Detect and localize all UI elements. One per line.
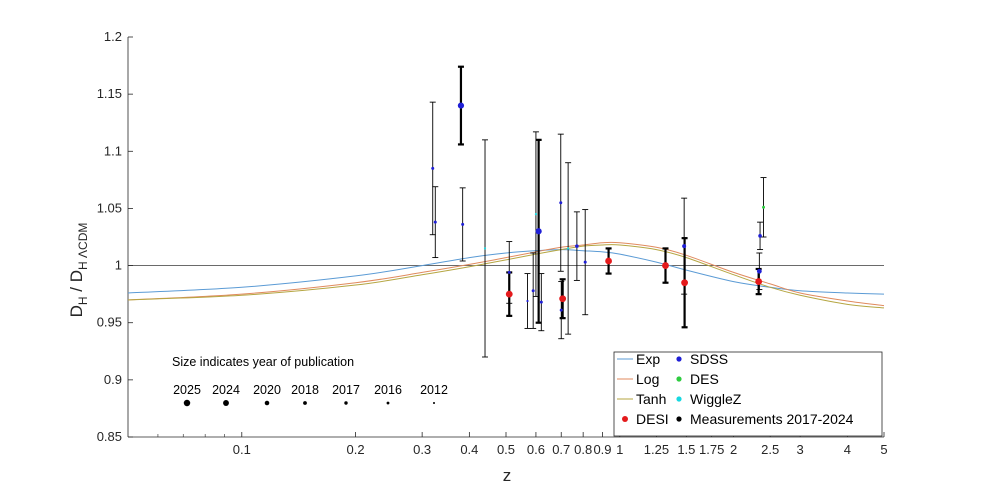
point-desi bbox=[755, 278, 763, 285]
point-sdss bbox=[575, 244, 579, 248]
x-tick-label: 4 bbox=[844, 442, 851, 457]
legend-box bbox=[613, 351, 883, 437]
model-curves bbox=[127, 241, 885, 309]
y-tick-label: 1 bbox=[115, 258, 122, 273]
x-tick-label: 1.5 bbox=[677, 442, 695, 457]
size-legend-dot bbox=[303, 401, 307, 405]
point-sdss bbox=[756, 268, 762, 274]
size-legend: Size indicates year of publication 2025 2… bbox=[172, 355, 448, 407]
size-legend-year: 2018 bbox=[291, 383, 319, 397]
y-label-base: D bbox=[67, 305, 86, 317]
size-legend-year: 2012 bbox=[420, 383, 448, 397]
y-tick-label: 1.05 bbox=[97, 200, 122, 215]
point-sdss bbox=[583, 260, 587, 264]
legend-swatch-measurements-2017-2024 bbox=[676, 416, 682, 422]
size-legend-title: Size indicates year of publication bbox=[172, 355, 354, 369]
x-tick-label: 0.5 bbox=[497, 442, 515, 457]
legend-label-desi: DESI bbox=[636, 411, 669, 427]
point-sdss bbox=[559, 201, 563, 205]
x-axis-label: z bbox=[503, 466, 512, 485]
legend-swatch-sdss bbox=[676, 356, 682, 362]
size-legend-dot bbox=[264, 400, 270, 406]
y-axis-label: DH / DH ΛCDM bbox=[67, 223, 90, 318]
legend-items: Exp Log Tanh DESI SDSS DES WiggleZ Measurements… bbox=[617, 351, 854, 427]
size-legend-dot bbox=[223, 400, 229, 406]
point-sdss bbox=[531, 289, 535, 293]
y-tick-label: 0.85 bbox=[97, 429, 122, 444]
point-sdss bbox=[431, 166, 435, 170]
legend-label-measurements-2017-2024: Measurements 2017-2024 bbox=[690, 411, 854, 427]
point-wigglez bbox=[567, 247, 570, 250]
x-tick-label: 1 bbox=[616, 442, 623, 457]
size-legend-year: 2025 bbox=[173, 383, 201, 397]
x-tick-label: 0.8 bbox=[574, 442, 592, 457]
x-tick-label: 5 bbox=[880, 442, 887, 457]
x-tick-label: 2.5 bbox=[761, 442, 779, 457]
legend-swatch-desi bbox=[622, 416, 628, 422]
legend-swatch-des bbox=[676, 376, 682, 382]
point-wigglez bbox=[483, 247, 487, 250]
y-label-sub-den: H ΛCDM bbox=[76, 223, 90, 270]
size-legend-dot bbox=[183, 399, 191, 407]
legend-swatch-wigglez bbox=[676, 396, 682, 402]
x-tick-label: 0.4 bbox=[460, 442, 478, 457]
point-sdss bbox=[682, 244, 687, 249]
size-legend-dot bbox=[432, 401, 436, 405]
size-legend-year: 2024 bbox=[212, 383, 240, 397]
point-desi bbox=[505, 290, 513, 298]
legend-label-wigglez: WiggleZ bbox=[690, 391, 742, 407]
size-legend-dot bbox=[386, 401, 390, 405]
legend-label-des: DES bbox=[690, 371, 719, 387]
y-tick-label: 0.9 bbox=[104, 372, 122, 387]
legend-label-sdss: SDSS bbox=[690, 351, 728, 367]
point-sdss bbox=[507, 270, 511, 274]
y-axis-ticks: 0.85 0.9 0.95 1 1.05 1.1 1.15 1.2 bbox=[97, 29, 133, 444]
x-tick-label: 0.3 bbox=[413, 442, 431, 457]
y-tick-label: 1.1 bbox=[104, 143, 122, 158]
point-sdss bbox=[758, 234, 762, 238]
point-sdss bbox=[433, 220, 437, 224]
size-legend-dot bbox=[344, 401, 348, 405]
y-tick-label: 1.2 bbox=[104, 29, 122, 44]
x-tick-label: 0.2 bbox=[347, 442, 365, 457]
size-legend-items: 2025 2024 2020 2018 2017 2016 2012 bbox=[173, 383, 448, 407]
point-desi bbox=[559, 295, 567, 303]
x-axis-ticks: 0.1 0.2 0.3 0.4 0.5 0.6 0.7 0.8 0.9 1 1.25 1.5 1.75 2… bbox=[157, 432, 888, 457]
point-sdss bbox=[461, 222, 465, 226]
point-desi bbox=[605, 257, 612, 265]
x-tick-label: 0.9 bbox=[593, 442, 611, 457]
point-sdss bbox=[559, 308, 563, 312]
point-sdss bbox=[526, 299, 529, 303]
legend-label-log: Log bbox=[636, 371, 659, 387]
x-tick-label: 1.75 bbox=[699, 442, 724, 457]
point-sdss bbox=[535, 228, 542, 235]
y-label-sep: / bbox=[67, 282, 86, 296]
size-legend-year: 2020 bbox=[253, 383, 281, 397]
curve-tanh bbox=[127, 244, 885, 309]
legend: Exp Log Tanh DESI SDSS DES WiggleZ Measurements… bbox=[613, 351, 883, 437]
legend-label-tanh: Tanh bbox=[636, 391, 666, 407]
point-wigglez bbox=[534, 213, 538, 216]
x-tick-label: 2 bbox=[730, 442, 737, 457]
x-tick-label: 0.7 bbox=[552, 442, 570, 457]
point-des bbox=[762, 205, 766, 209]
curve-log bbox=[127, 241, 885, 307]
x-tick-label: 0.6 bbox=[527, 442, 545, 457]
y-tick-label: 1.15 bbox=[97, 86, 122, 101]
x-tick-label: 3 bbox=[797, 442, 804, 457]
point-desi bbox=[662, 262, 669, 269]
y-label-sub-num: H bbox=[76, 296, 90, 305]
point-sdss bbox=[457, 102, 465, 109]
size-legend-year: 2017 bbox=[332, 383, 360, 397]
point-desi bbox=[681, 279, 688, 287]
legend-label-exp: Exp bbox=[636, 351, 660, 367]
size-legend-year: 2016 bbox=[374, 383, 402, 397]
x-tick-label: 1.25 bbox=[644, 442, 669, 457]
point-sdss bbox=[539, 300, 543, 304]
data-points bbox=[431, 102, 766, 312]
y-tick-label: 0.95 bbox=[97, 315, 122, 330]
y-label-base-2: D bbox=[67, 270, 86, 282]
x-tick-label: 0.1 bbox=[233, 442, 251, 457]
